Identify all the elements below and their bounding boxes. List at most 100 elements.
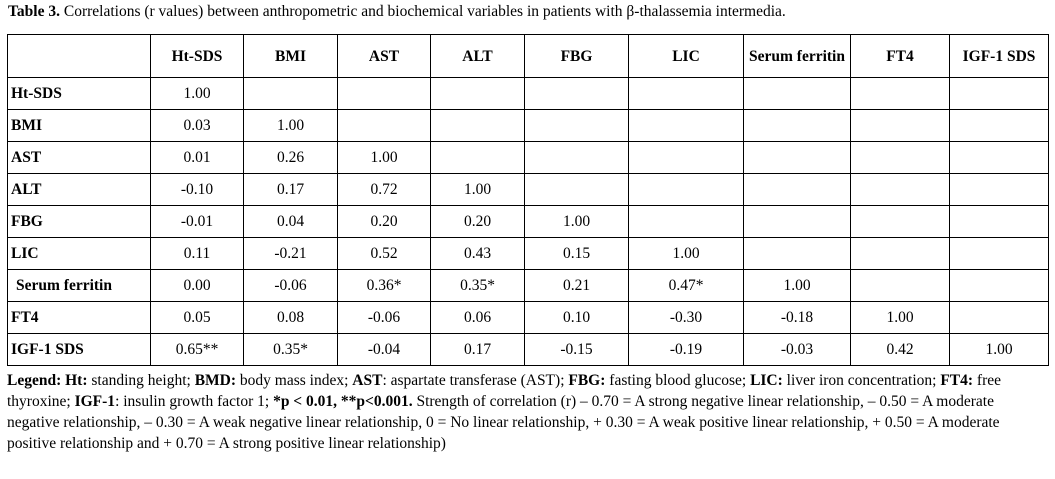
legend-segment: body mass index;: [236, 372, 353, 389]
table-cell: -0.10: [150, 173, 244, 206]
table-cell: [628, 109, 744, 142]
table-cell: [430, 141, 525, 174]
row-label: FT4: [7, 301, 151, 334]
table-cell: 0.04: [243, 205, 338, 238]
table-cell: [949, 77, 1049, 110]
legend-segment: Legend:: [7, 372, 66, 389]
table-cell: 0.26: [243, 141, 338, 174]
table-cell: 1.00: [628, 237, 744, 270]
table-cell: [850, 205, 950, 238]
legend-segment: free thyroxine;: [7, 372, 1002, 410]
table-cell: [430, 109, 525, 142]
table-cell: -0.01: [150, 205, 244, 238]
table-cell: [949, 301, 1049, 334]
table-cell: [337, 77, 431, 110]
table-cell: 0.05: [150, 301, 244, 334]
table-cell: [524, 109, 629, 142]
legend-segment: Strength of correlation (r) – 0.70 = A s…: [7, 393, 1000, 452]
table-caption: Table 3. Correlations (r values) between…: [8, 2, 786, 22]
table-legend: Legend: Ht: standing height; BMD: body m…: [7, 370, 1048, 454]
legend-segment: IGF-1: [74, 393, 116, 410]
table-cell: [743, 205, 851, 238]
table-row: FT4 0.05 0.08 -0.06 0.06 0.10 -0.30 -0.18 1.00: [7, 301, 1049, 334]
legend-segment: LIC:: [750, 372, 783, 389]
table-cell: [628, 77, 744, 110]
table-cell: 0.17: [243, 173, 338, 206]
column-header: Serum ferritin: [743, 34, 851, 78]
table-cell: 0.21: [524, 269, 629, 302]
caption-label: Table 3.: [8, 3, 60, 20]
table-cell: 0.10: [524, 301, 629, 334]
row-label: AST: [7, 141, 151, 174]
table-cell: [850, 109, 950, 142]
table-cell: 0.17: [430, 333, 525, 366]
table-cell: 0.20: [337, 205, 431, 238]
table-row: Ht-SDS 1.00: [7, 77, 1049, 110]
table-cell: [628, 173, 744, 206]
table-cell: -0.04: [337, 333, 431, 366]
table-cell: [850, 237, 950, 270]
legend-segment: BMD:: [194, 372, 237, 389]
table-cell: 1.00: [524, 205, 629, 238]
table-cell: [743, 173, 851, 206]
table-cell: [949, 173, 1049, 206]
table-cell: 0.06: [430, 301, 525, 334]
table-cell: 1.00: [850, 301, 950, 334]
column-header: IGF-1 SDS: [949, 34, 1049, 78]
table-cell: 0.72: [337, 173, 431, 206]
table-cell: 0.08: [243, 301, 338, 334]
table-cell: [337, 109, 431, 142]
column-header: Ht-SDS: [150, 34, 244, 78]
table-cell: [628, 141, 744, 174]
row-label: IGF-1 SDS: [7, 333, 151, 366]
table-cell: [524, 141, 629, 174]
table-cell: 0.01: [150, 141, 244, 174]
legend-segment: FT4:: [940, 372, 974, 389]
table-row: Serum ferritin 0.00 -0.06 0.36* 0.35* 0.21 0.4…: [7, 269, 1049, 302]
table-cell: -0.06: [243, 269, 338, 302]
table-cell: 0.65**: [150, 333, 244, 366]
table-cell: 0.00: [150, 269, 244, 302]
table-cell: [743, 109, 851, 142]
column-header: FT4: [850, 34, 950, 78]
table-cell: [524, 173, 629, 206]
column-header: ALT: [430, 34, 525, 78]
table-cell: 0.35*: [430, 269, 525, 302]
table-row: IGF-1 SDS 0.65** 0.35* -0.04 0.17 -0.15 -0.19-…: [7, 333, 1049, 366]
table-cell: [430, 77, 525, 110]
row-label: LIC: [7, 237, 151, 270]
table-row: FBG -0.01 0.04 0.20 0.20 1.00: [7, 205, 1049, 238]
table-cell: 0.43: [430, 237, 525, 270]
column-header: BMI: [243, 34, 338, 78]
table-cell: 0.03: [150, 109, 244, 142]
table-row: BMI 0.03 1.00: [7, 109, 1049, 142]
table-cell: -0.30: [628, 301, 744, 334]
table-cell: [850, 269, 950, 302]
table-row: AST 0.01 0.26 1.00: [7, 141, 1049, 174]
table-cell: 0.35*: [243, 333, 338, 366]
correlation-table: Ht-SDS BMI AST ALT FBG LIC Serum ferritin FT4 IG…: [7, 34, 1049, 366]
table-cell: 1.00: [337, 141, 431, 174]
table-cell: -0.06: [337, 301, 431, 334]
caption-text: Correlations (r values) between anthropo…: [59, 3, 786, 20]
table-body: Ht-SDS 1.00 BMI 0.03 1.00 AST 0.01 0.26 1.00 ALT -…: [7, 77, 1049, 366]
table-cell: 0.36*: [337, 269, 431, 302]
legend-segment: : insulin growth factor 1;: [115, 393, 274, 410]
table-cell: 0.52: [337, 237, 431, 270]
row-label: FBG: [7, 205, 151, 238]
table-cell: -0.19: [628, 333, 744, 366]
table-cell: -0.15: [524, 333, 629, 366]
table-cell: 0.42: [850, 333, 950, 366]
table-cell: [949, 141, 1049, 174]
legend-segment: AST: [352, 372, 383, 389]
column-header: LIC: [628, 34, 744, 78]
table-cell: 1.00: [949, 333, 1049, 366]
table-cell: [743, 141, 851, 174]
column-header: AST: [337, 34, 431, 78]
legend-segment: Ht:: [65, 372, 88, 389]
table-cell: 0.11: [150, 237, 244, 270]
table-cell: [524, 77, 629, 110]
table-cell: 1.00: [430, 173, 525, 206]
row-label: ALT: [7, 173, 151, 206]
table-cell: -0.18: [743, 301, 851, 334]
